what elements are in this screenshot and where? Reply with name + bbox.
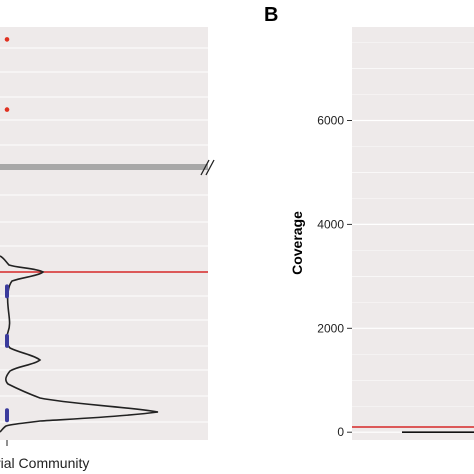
panel-a-axis-break-marks [200, 159, 215, 176]
panel-a-background [0, 27, 208, 440]
panel-a-axis-break-bar [0, 164, 208, 170]
panel-a-box-marker [5, 333, 9, 348]
panel-b-letter: B [264, 4, 278, 26]
panel-b-y-tick-label: 6000 [317, 114, 344, 128]
panel-b-background [352, 27, 474, 440]
panel-b: B 0 2000 4000 6000 Coverage [264, 4, 474, 440]
panel-b-y-axis-label: Coverage [289, 211, 305, 275]
panel-a-x-category-label: rial Community [0, 455, 89, 471]
panel-a-gridlines [0, 47, 208, 423]
panel-a-box-marker [5, 408, 9, 423]
panel-a-box-marker [5, 284, 9, 299]
panel-a-outlier-point [4, 37, 10, 42]
panel-a: rial Community [0, 27, 215, 471]
panel-b-y-tick-label: 0 [337, 425, 344, 439]
panel-a-outlier-point [4, 107, 10, 112]
panel-b-y-tick-label: 2000 [317, 321, 344, 335]
panel-b-gridlines [352, 42, 474, 433]
panel-b-y-axis: 0 2000 4000 6000 [317, 114, 352, 439]
panel-b-y-tick-label: 4000 [317, 217, 344, 231]
panel-a-violin [0, 255, 159, 433]
panel-a-marks [0, 37, 215, 446]
panel-b-marks [352, 426, 474, 434]
